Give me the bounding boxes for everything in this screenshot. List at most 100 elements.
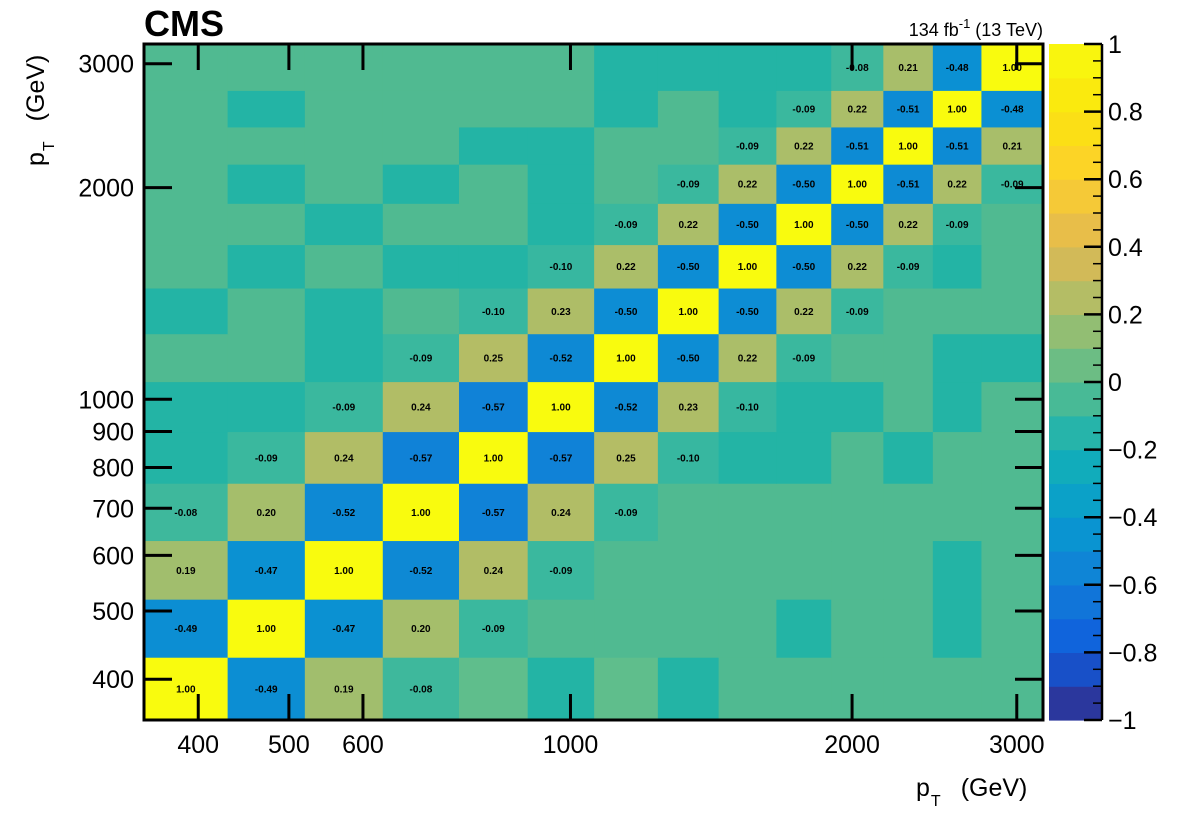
heatmap-cell xyxy=(657,483,720,542)
heatmap-cell xyxy=(227,244,306,289)
heatmap-cell xyxy=(594,333,659,383)
heatmap-cell-label: -0.09 xyxy=(332,403,355,414)
heatmap-cell xyxy=(657,333,720,383)
heatmap-cell xyxy=(718,431,777,484)
heatmap-cell xyxy=(144,126,229,165)
heatmap-cell xyxy=(304,203,384,246)
heatmap-cell xyxy=(657,90,720,128)
y-tick-label: 400 xyxy=(92,666,134,694)
heatmap-cell xyxy=(382,657,460,721)
heatmap-cell xyxy=(527,381,595,433)
heatmap-cell xyxy=(382,44,460,91)
heatmap-cell-label: -0.57 xyxy=(482,403,505,414)
heatmap-cell xyxy=(932,244,983,289)
heatmap-cell xyxy=(527,431,595,484)
heatmap-cell-label: -0.57 xyxy=(482,508,505,519)
heatmap-cell xyxy=(776,44,832,91)
heatmap-cell xyxy=(831,244,884,289)
heatmap-cell-label: 1.00 xyxy=(947,105,967,116)
heatmap-cell xyxy=(594,126,659,165)
heatmap-cell xyxy=(304,431,384,484)
heatmap-cell xyxy=(883,164,934,204)
heatmap-cell xyxy=(227,287,306,335)
heatmap-cell xyxy=(144,203,229,246)
heatmap-cell-labels: 1.00 -0.49 0.19 -0.08 -0.49 1.00 -0.47 0.20 -0.0… xyxy=(174,63,1024,695)
heatmap-cell xyxy=(382,431,460,484)
heatmap-cell xyxy=(227,540,306,600)
heatmap-cell xyxy=(932,333,983,383)
heatmap-cell-label: -0.51 xyxy=(897,105,920,116)
heatmap-cell xyxy=(304,483,384,542)
heatmap-cell-label: 1.00 xyxy=(616,354,636,365)
heatmap-cell-label: 0.25 xyxy=(616,453,636,464)
heatmap-cell xyxy=(981,599,1044,658)
heatmap-cell xyxy=(527,244,595,289)
heatmap-cell xyxy=(144,657,229,721)
heatmap-cell xyxy=(304,540,384,600)
heatmap-cell-label: -0.09 xyxy=(255,453,278,464)
heatmap-cell xyxy=(527,333,595,383)
heatmap-cell xyxy=(458,333,529,383)
heatmap-cell xyxy=(458,126,529,165)
heatmap-cell-label: 1.00 xyxy=(256,624,276,635)
heatmap-cell-label: 1.00 xyxy=(551,403,571,414)
heatmap-cell xyxy=(594,287,659,335)
heatmap-cell xyxy=(527,540,595,600)
heatmap-cell xyxy=(776,164,832,204)
heatmap-cell xyxy=(144,164,229,204)
heatmap-cell-label: -0.10 xyxy=(550,262,573,273)
heatmap-cell xyxy=(594,203,659,246)
heatmap-cell xyxy=(831,90,884,128)
y-axis-ticks: 400 500 600 700 800 900 1000 2000 3000 xyxy=(78,51,1043,694)
heatmap-cell-label: -0.51 xyxy=(846,141,869,152)
heatmap-cell xyxy=(594,44,659,91)
heatmap-cell-label: -0.09 xyxy=(677,180,700,191)
heatmap-cell-label: -0.08 xyxy=(409,685,432,696)
heatmap-cell xyxy=(883,244,934,289)
heatmap-cell xyxy=(883,126,934,165)
colorbar-tick-label: −0.8 xyxy=(1108,639,1157,667)
heatmap-cell xyxy=(527,287,595,335)
heatmap-cell-label: -0.47 xyxy=(332,624,355,635)
heatmap-cell-label: -0.09 xyxy=(409,354,432,365)
heatmap-cell xyxy=(304,599,384,658)
heatmap-cell-label: 1.00 xyxy=(848,180,868,191)
heatmap-cell-label: -0.50 xyxy=(677,262,700,273)
colorbar-tick-label: 0 xyxy=(1108,369,1122,397)
heatmap-cell xyxy=(831,287,884,335)
heatmap-cell xyxy=(657,203,720,246)
heatmap-cell xyxy=(382,126,460,165)
heatmap-cell xyxy=(776,90,832,128)
heatmap-cell-label: -0.50 xyxy=(846,220,869,231)
heatmap-cell-label: -0.09 xyxy=(615,220,638,231)
heatmap-cell xyxy=(981,126,1044,165)
heatmap-cell-label: -0.49 xyxy=(255,685,278,696)
heatmap-cell xyxy=(718,164,777,204)
heatmap-cell xyxy=(227,657,306,721)
heatmap-cell xyxy=(718,126,777,165)
heatmap-cell xyxy=(227,203,306,246)
heatmap-cell xyxy=(304,333,384,383)
heatmap-cell xyxy=(382,333,460,383)
heatmap-cell xyxy=(382,599,460,658)
heatmap-cell-label: 0.22 xyxy=(794,307,814,318)
heatmap-cell xyxy=(227,44,306,91)
heatmap-cell-label: 1.00 xyxy=(411,508,431,519)
heatmap-cell-label: -0.52 xyxy=(409,566,432,577)
heatmap-cell-label: -0.10 xyxy=(736,403,759,414)
heatmap-cell xyxy=(458,203,529,246)
heatmap-cell xyxy=(932,381,983,433)
heatmap-cell xyxy=(594,381,659,433)
heatmap-cell xyxy=(981,483,1044,542)
heatmap-cell xyxy=(981,540,1044,600)
heatmap-cell-label: -0.09 xyxy=(792,105,815,116)
x-tick-label: 400 xyxy=(177,731,219,759)
heatmap-cell xyxy=(657,244,720,289)
heatmap-cell xyxy=(382,287,460,335)
y-axis-title: pT(GeV) xyxy=(22,55,58,166)
heatmap-cell xyxy=(304,90,384,128)
y-tick-label: 2000 xyxy=(78,175,134,203)
heatmap-cell xyxy=(382,540,460,600)
heatmap-cell-label: -0.57 xyxy=(409,453,432,464)
heatmap-cell-label: -0.09 xyxy=(792,354,815,365)
